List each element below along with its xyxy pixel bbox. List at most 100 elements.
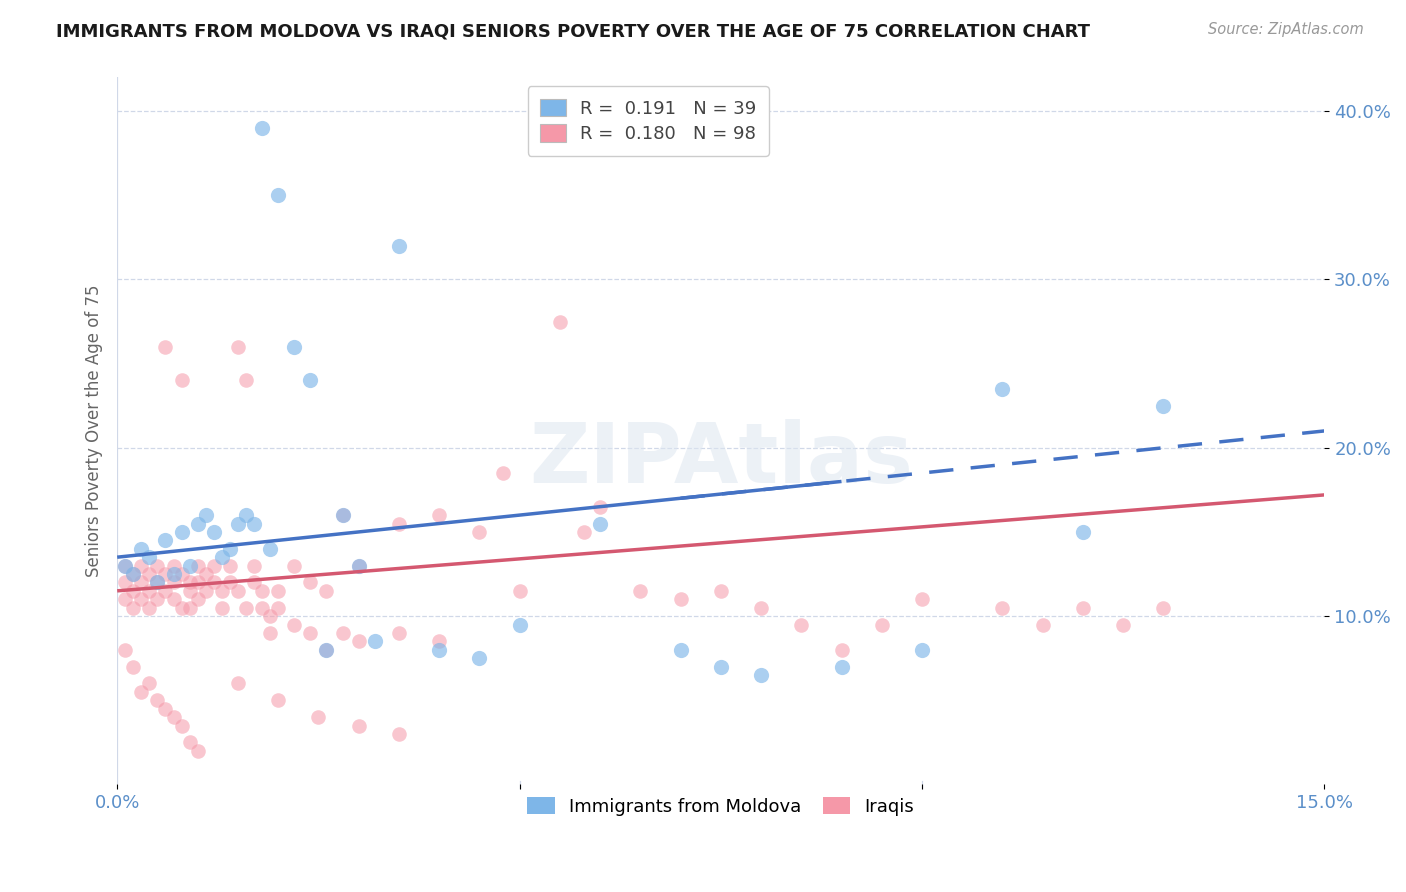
Point (468, 524, 491, 539)
Point (243, 516, 266, 531)
Point (388, 727, 411, 741)
Point (299, 373, 322, 387)
Legend: Immigrants from Moldova, Iraqis: Immigrants from Moldova, Iraqis (519, 788, 924, 825)
Point (211, 583, 233, 598)
Point (388, 516, 411, 531)
Point (1071, 524, 1094, 539)
Text: Source: ZipAtlas.com: Source: ZipAtlas.com (1208, 22, 1364, 37)
Point (243, 575, 266, 590)
Point (283, 617, 305, 632)
Point (283, 558, 305, 573)
Point (138, 550, 160, 565)
Point (427, 642, 450, 657)
Point (267, 583, 290, 598)
Point (202, 524, 225, 539)
Point (243, 558, 266, 573)
Point (307, 710, 329, 724)
Point (572, 524, 595, 539)
Y-axis label: Seniors Poverty Over the Age of 75: Seniors Poverty Over the Age of 75 (86, 285, 103, 577)
Point (790, 617, 813, 632)
Point (235, 373, 257, 387)
Point (427, 508, 450, 522)
Point (1112, 617, 1135, 632)
Point (162, 592, 184, 607)
Point (259, 541, 281, 556)
Point (114, 642, 136, 657)
Point (831, 659, 853, 673)
Point (226, 583, 249, 598)
Point (114, 558, 136, 573)
Point (991, 382, 1014, 396)
Point (146, 592, 169, 607)
Point (187, 516, 209, 531)
Point (250, 120, 273, 135)
Point (131, 592, 153, 607)
Point (299, 626, 322, 640)
Point (194, 583, 217, 598)
Point (146, 693, 169, 707)
Point (911, 642, 934, 657)
Point (226, 676, 249, 690)
Point (187, 744, 209, 758)
Point (628, 583, 651, 598)
Point (170, 718, 193, 732)
Point (122, 567, 145, 582)
Point (749, 668, 772, 682)
Point (250, 583, 273, 598)
Point (170, 567, 193, 582)
Point (267, 600, 290, 615)
Point (131, 558, 153, 573)
Point (669, 642, 692, 657)
Point (187, 592, 209, 607)
Point (146, 558, 169, 573)
Point (122, 567, 145, 582)
Point (179, 575, 201, 590)
Point (194, 508, 217, 522)
Point (1032, 617, 1054, 632)
Point (155, 567, 177, 582)
Point (187, 558, 209, 573)
Point (250, 600, 273, 615)
Point (170, 600, 193, 615)
Point (226, 516, 249, 531)
Point (155, 701, 177, 715)
Point (315, 642, 337, 657)
Point (179, 735, 201, 749)
Point (315, 642, 337, 657)
Point (669, 592, 692, 607)
Point (235, 600, 257, 615)
Point (347, 558, 370, 573)
Point (259, 609, 281, 624)
Point (492, 466, 515, 480)
Point (468, 651, 491, 665)
Point (283, 340, 305, 354)
Point (138, 600, 160, 615)
Point (710, 583, 733, 598)
Point (218, 558, 240, 573)
Point (364, 634, 387, 648)
Point (226, 340, 249, 354)
Point (332, 508, 354, 522)
Point (347, 558, 370, 573)
Point (170, 373, 193, 387)
Point (259, 626, 281, 640)
Point (170, 524, 193, 539)
Point (509, 583, 531, 598)
Point (162, 567, 184, 582)
Point (1152, 600, 1174, 615)
Point (162, 558, 184, 573)
Point (194, 567, 217, 582)
Point (155, 583, 177, 598)
Point (131, 575, 153, 590)
Point (267, 188, 290, 202)
Point (211, 550, 233, 565)
Point (388, 239, 411, 253)
Point (1152, 399, 1174, 413)
Point (114, 592, 136, 607)
Point (122, 583, 145, 598)
Point (114, 575, 136, 590)
Point (179, 600, 201, 615)
Point (991, 600, 1014, 615)
Point (347, 634, 370, 648)
Point (218, 541, 240, 556)
